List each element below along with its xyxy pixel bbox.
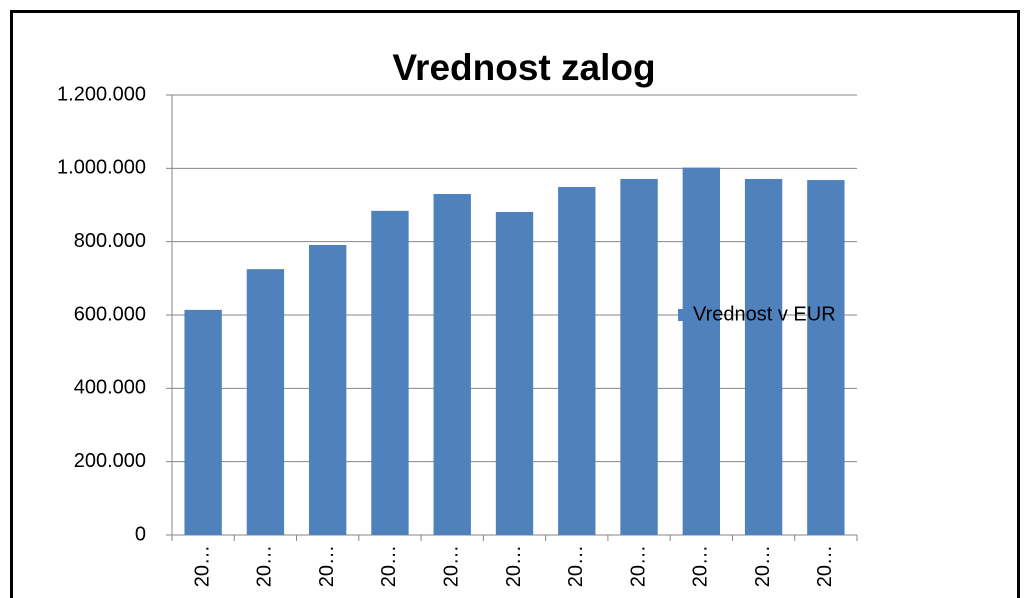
bar — [807, 180, 845, 536]
x-tick-label: 20… — [441, 545, 463, 587]
x-tick-label: 20… — [690, 545, 712, 587]
x-tick-label: 20… — [565, 545, 587, 587]
x-tick-label: 20… — [316, 545, 338, 587]
y-tick-label: 1.200.000 — [57, 83, 146, 105]
bar — [184, 309, 222, 535]
x-tick-label: 20… — [752, 545, 774, 587]
chart-border — [10, 10, 1020, 598]
bar — [371, 210, 409, 535]
x-tick-label: 20… — [378, 545, 400, 587]
bar — [433, 194, 471, 535]
legend-swatch — [678, 309, 690, 321]
bar — [558, 187, 596, 536]
x-tick-label: 20… — [503, 545, 525, 587]
y-tick-label: 400.000 — [74, 377, 146, 399]
bar — [620, 178, 658, 535]
bar — [682, 167, 720, 535]
y-tick-label: 600.000 — [74, 303, 146, 325]
chart-title: Vrednost zalog — [392, 47, 655, 88]
bar — [309, 244, 347, 535]
y-tick-label: 0 — [135, 523, 146, 545]
bar — [246, 269, 285, 535]
x-tick-label: 20… — [191, 545, 213, 587]
bar — [744, 178, 783, 535]
y-tick-label: 200.000 — [74, 450, 146, 472]
legend-label: Vrednost v EUR — [693, 303, 836, 325]
x-tick-label: 20… — [627, 545, 649, 587]
x-tick-label: 20… — [814, 545, 836, 587]
y-tick-label: 800.000 — [74, 230, 146, 252]
x-tick-label: 20… — [254, 545, 276, 587]
y-tick-label: 1.000.000 — [57, 157, 146, 179]
bar — [495, 211, 534, 535]
